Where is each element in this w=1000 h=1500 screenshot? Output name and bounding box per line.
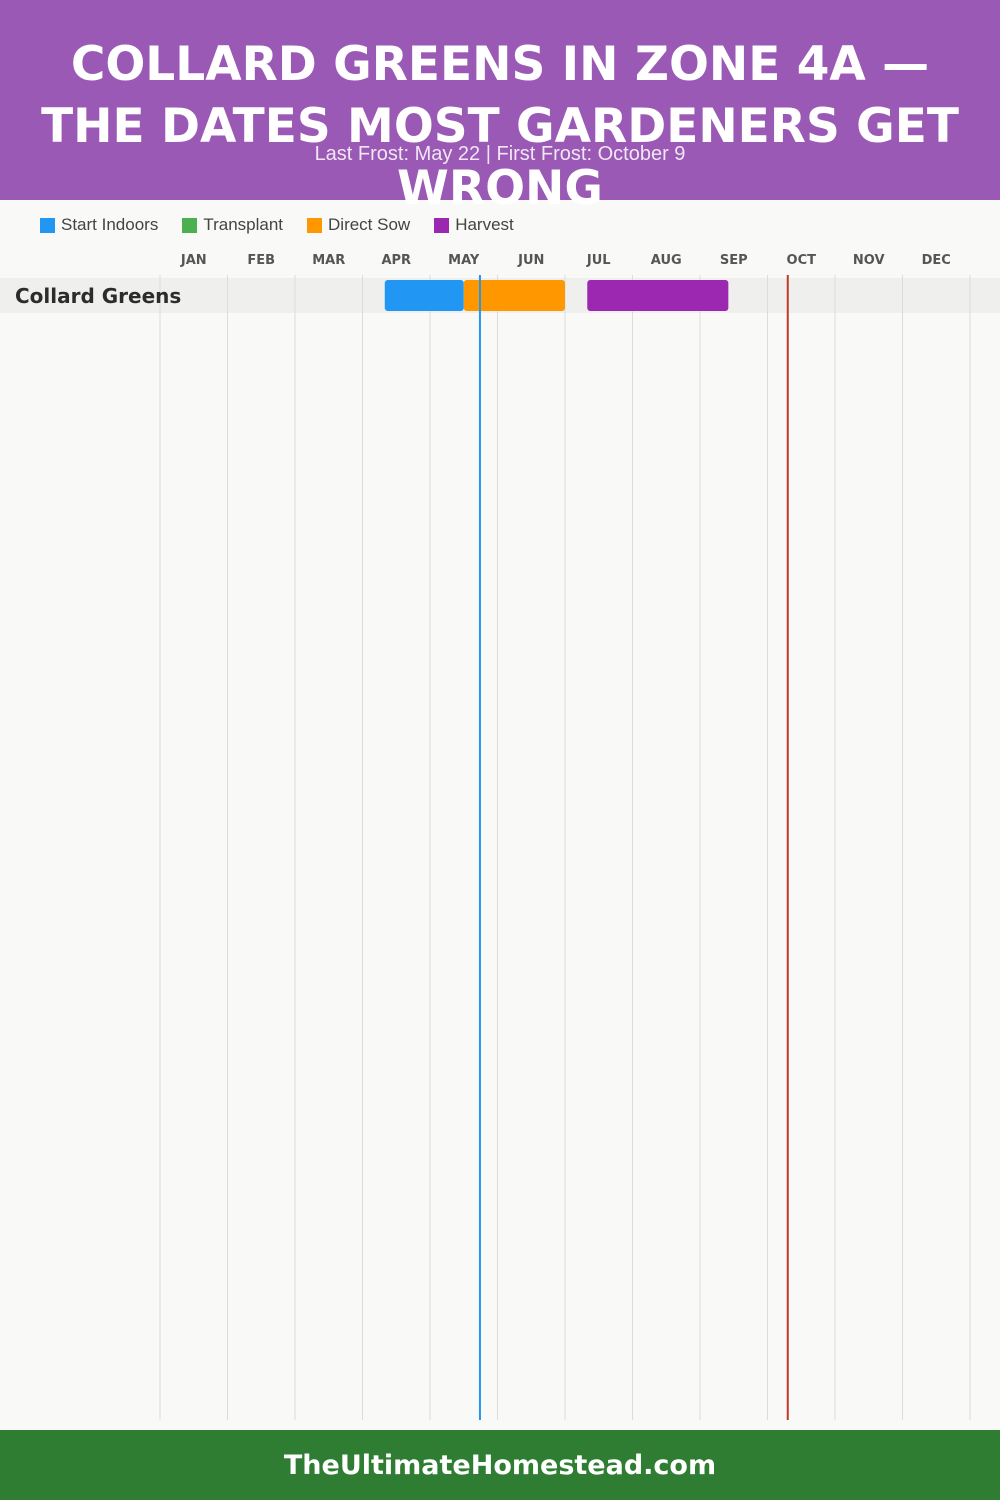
legend-swatch bbox=[182, 217, 198, 233]
frost-dates-subtitle: Last Frost: May 22 | First Frost: Octobe… bbox=[314, 143, 686, 165]
month-tick-label: JUN bbox=[517, 253, 544, 268]
legend-item-harvest: Harvest bbox=[434, 215, 514, 235]
page-title: COLLARD GREENS IN ZONE 4A — THE DATES MO… bbox=[41, 37, 959, 216]
legend-label: Transplant bbox=[203, 215, 284, 234]
legend-item-start-indoors: Start Indoors bbox=[40, 215, 158, 235]
bar-direct-sow bbox=[463, 280, 565, 311]
month-tick-label: FEB bbox=[247, 253, 275, 268]
header: COLLARD GREENS IN ZONE 4A — THE DATES MO… bbox=[0, 0, 1000, 216]
legend-swatch bbox=[40, 217, 55, 233]
month-tick-label: MAY bbox=[448, 253, 480, 268]
month-tick-label: MAR bbox=[312, 253, 345, 268]
legend-label: Direct Sow bbox=[328, 215, 411, 234]
crop-name-label: Collard Greens bbox=[15, 284, 181, 308]
legend-label: Harvest bbox=[455, 215, 514, 234]
legend-label: Start Indoors bbox=[61, 215, 159, 234]
month-tick-label: SEP bbox=[720, 253, 748, 268]
bar-start-indoors bbox=[384, 280, 464, 311]
month-tick-label: APR bbox=[381, 253, 411, 268]
site-name[interactable]: TheUltimateHomestead.com bbox=[283, 1449, 717, 1481]
planting-calendar-chart: JAN FEB MAR APR MAY JUN JUL AUG SEP OCT NOV DEC Coll… bbox=[15, 253, 971, 1420]
legend-item-direct-sow: Direct Sow bbox=[307, 215, 410, 235]
month-tick-label: AUG bbox=[651, 253, 682, 268]
month-tick-label: NOV bbox=[853, 253, 885, 268]
legend-swatch bbox=[307, 217, 323, 233]
legend: Start Indoors Transplant Direct Sow Harvest bbox=[40, 214, 514, 236]
month-tick-label: OCT bbox=[787, 253, 817, 268]
month-tick-label: JUL bbox=[586, 253, 611, 268]
footer: TheUltimateHomestead.com bbox=[0, 1430, 1000, 1500]
month-tick-label: JAN bbox=[180, 253, 207, 268]
month-tick-label: DEC bbox=[922, 253, 951, 268]
bar-harvest bbox=[587, 280, 729, 311]
legend-swatch bbox=[434, 217, 450, 233]
legend-item-transplant: Transplant bbox=[182, 215, 283, 235]
